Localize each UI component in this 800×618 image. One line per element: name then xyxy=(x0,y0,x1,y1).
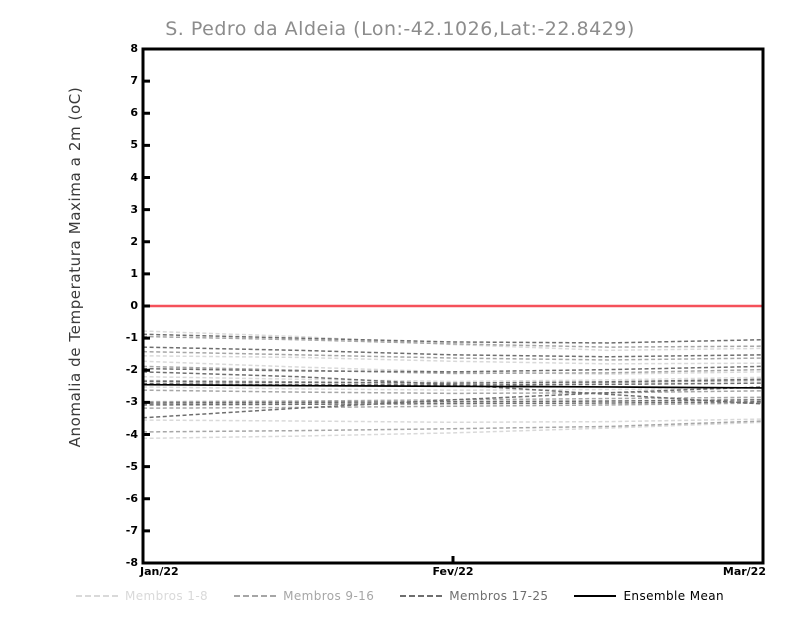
series-line xyxy=(142,379,764,384)
y-tick-label: 3 xyxy=(130,202,138,216)
legend-swatch-icon xyxy=(75,595,118,597)
y-axis-tick-labels: 8 7 6 5 4 3 2 1 0 -1 -2 -3 -4 -5 -6 -7 -8 xyxy=(100,0,138,618)
x-axis-tick-labels: Jan/22 Fev/22 Mar/22 xyxy=(0,566,800,582)
series-line xyxy=(142,399,764,404)
legend-label: Membros 1-8 xyxy=(124,589,209,603)
y-tick-label: 1 xyxy=(130,266,138,280)
series-line xyxy=(142,402,764,409)
series-line xyxy=(142,386,764,419)
series-line xyxy=(142,383,764,389)
series-line xyxy=(142,386,764,391)
series-line xyxy=(142,421,764,440)
y-tick-label: 2 xyxy=(130,234,138,248)
legend-item[interactable]: Membros 17-25 xyxy=(400,589,548,603)
y-tick-label: -1 xyxy=(125,331,138,345)
y-tick-label: 6 xyxy=(130,106,138,120)
legend-label: Membros 9-16 xyxy=(283,589,375,603)
legend-label: Ensemble Mean xyxy=(623,589,725,603)
series-line xyxy=(142,330,764,352)
series-line xyxy=(142,382,764,386)
series-layer xyxy=(142,330,764,440)
series-line xyxy=(142,389,764,395)
y-tick-label: -4 xyxy=(125,427,138,441)
series-line xyxy=(142,371,764,405)
series-line xyxy=(142,378,764,384)
y-tick-label: -6 xyxy=(125,491,138,505)
x-tick-label: Jan/22 xyxy=(140,565,179,578)
y-tick-label: 8 xyxy=(130,42,138,55)
legend-swatch-icon xyxy=(234,595,277,597)
series-line xyxy=(142,418,764,424)
y-tick-label: -8 xyxy=(125,556,138,569)
series-line xyxy=(142,420,764,433)
series-line xyxy=(142,365,764,373)
axis-ticks xyxy=(141,47,765,565)
series-line xyxy=(142,350,764,361)
y-tick-label: 4 xyxy=(130,170,138,184)
y-tick-label: -5 xyxy=(125,459,138,473)
x-tick-label: Mar/22 xyxy=(722,565,766,578)
series-line xyxy=(142,346,764,358)
y-tick-label: -3 xyxy=(125,395,138,409)
legend-item[interactable]: Ensemble Mean xyxy=(574,589,724,603)
legend-swatch-icon xyxy=(400,595,443,597)
y-tick-label: -2 xyxy=(125,363,138,377)
series-line xyxy=(142,360,764,375)
series-line xyxy=(142,333,764,344)
legend-item[interactable]: Membros 9-16 xyxy=(234,589,374,603)
y-tick-label: 7 xyxy=(130,74,138,88)
legend-label: Membros 17-25 xyxy=(449,589,549,603)
chart-legend: Membros 1-8 Membros 9-16 Membros 17-25 Ense… xyxy=(0,586,800,606)
chart-title: S. Pedro da Aldeia (Lon:-42.1026,Lat:-22… xyxy=(165,18,635,40)
series-line xyxy=(142,355,764,365)
series-line xyxy=(142,375,764,383)
series-line xyxy=(142,365,764,375)
series-line xyxy=(142,400,764,406)
legend-swatch-icon xyxy=(574,594,617,598)
x-tick-label: Fev/22 xyxy=(432,565,474,578)
series-line xyxy=(142,335,764,348)
y-tick-label: 5 xyxy=(130,138,138,152)
legend-item[interactable]: Membros 1-8 xyxy=(75,589,209,603)
y-tick-label: 0 xyxy=(130,299,138,312)
y-tick-label: -7 xyxy=(125,523,138,537)
